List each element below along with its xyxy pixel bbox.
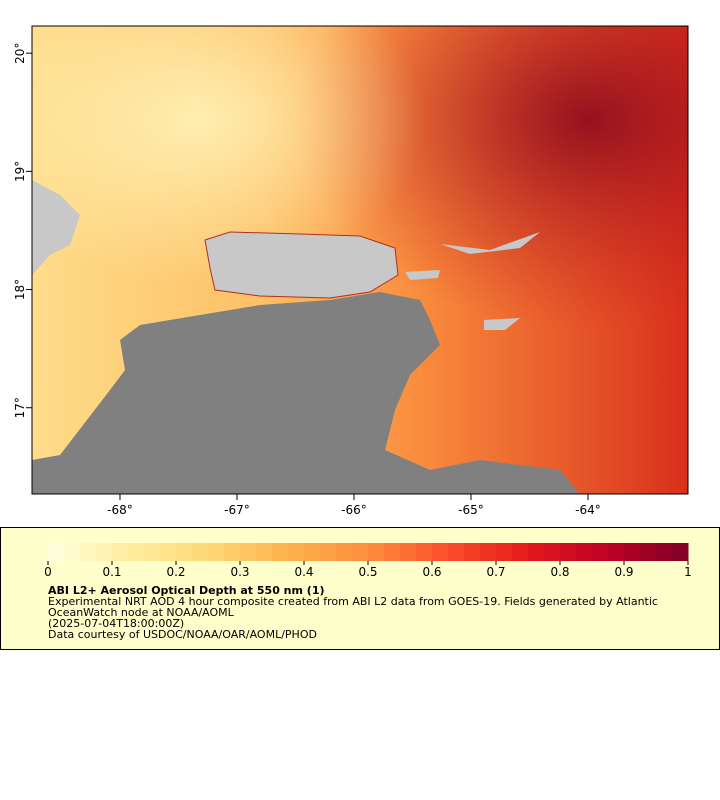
colorbar-bin [128,543,145,561]
colorbar-bin [672,543,689,561]
colorbar-tick-label: 1 [684,565,692,579]
x-tick-label: -65° [458,503,484,517]
colorbar-bin [288,543,305,561]
legend-line: Data courtesy of USDOC/NOAA/OAR/AOML/PHO… [48,628,317,641]
legend-title: ABI L2+ Aerosol Optical Depth at 550 nm … [48,584,325,597]
colorbar-bin [272,543,289,561]
colorbar-bin [192,543,209,561]
colorbar-bin [480,543,497,561]
colorbar-bin [416,543,433,561]
colorbar-bin [144,543,161,561]
colorbar-bin [640,543,657,561]
colorbar-tick-label: 0.8 [550,565,569,579]
colorbar-bin [80,543,97,561]
colorbar-bin [512,543,529,561]
y-tick-label: 20° [13,43,27,64]
map-frame [31,25,689,495]
y-tick-label: 19° [13,161,27,182]
colorbar-bin [304,543,321,561]
colorbar-bin [384,543,401,561]
colorbar-tick-label: 0 [44,565,52,579]
colorbar-tick-label: 0.5 [358,565,377,579]
cloud-mask [32,292,580,494]
x-tick-label: -66° [341,503,367,517]
colorbar-bin [320,543,337,561]
land [484,318,520,330]
colorbar-bin [624,543,641,561]
colorbar-tick-label: 0.2 [166,565,185,579]
legend-line: OceanWatch node at NOAA/AOML [48,606,235,619]
x-tick-label: -64° [575,503,601,517]
colorbar-bin [48,543,65,561]
legend-line: Experimental NRT AOD 4 hour composite cr… [48,595,658,608]
colorbar-tick-label: 0.3 [230,565,249,579]
colorbar-tick-label: 0.7 [486,565,505,579]
y-tick-label: 17° [13,397,27,418]
colorbar-bin [256,543,273,561]
colorbar-bin [224,543,241,561]
colorbar-bin [544,543,561,561]
colorbar-tick-label: 0.1 [102,565,121,579]
colorbar-tick-label: 0.9 [614,565,633,579]
colorbar-bin [608,543,625,561]
colorbar-bin [592,543,609,561]
land [405,270,440,280]
colorbar-bin [208,543,225,561]
land [440,232,540,254]
colorbar-bin [528,543,545,561]
colorbar-bin [240,543,257,561]
aod-field [32,26,688,494]
colorbar-bin [64,543,81,561]
colorbar-bin [160,543,177,561]
legend-line: (2025-07-04T18:00:00Z) [48,617,184,630]
colorbar-tick-label: 0.4 [294,565,313,579]
land [204,231,399,299]
colorbar-bin [336,543,353,561]
colorbar-bin [96,543,113,561]
colorbar-bin [560,543,577,561]
colorbar-bin [448,543,465,561]
colorbar-bin [656,543,673,561]
colorbar-tick-label: 0.6 [422,565,441,579]
colorbar-bin [400,543,417,561]
colorbar-bin [432,543,449,561]
x-tick-label: -67° [224,503,250,517]
colorbar-bin [368,543,385,561]
colorbar-bin [112,543,129,561]
colorbar-bin [576,543,593,561]
land [32,180,80,275]
x-tick-label: -68° [107,503,133,517]
colorbar-bin [464,543,481,561]
colorbar-bin [352,543,369,561]
y-tick-label: 18° [13,279,27,300]
colorbar-bin [496,543,513,561]
colorbar-bin [176,543,193,561]
